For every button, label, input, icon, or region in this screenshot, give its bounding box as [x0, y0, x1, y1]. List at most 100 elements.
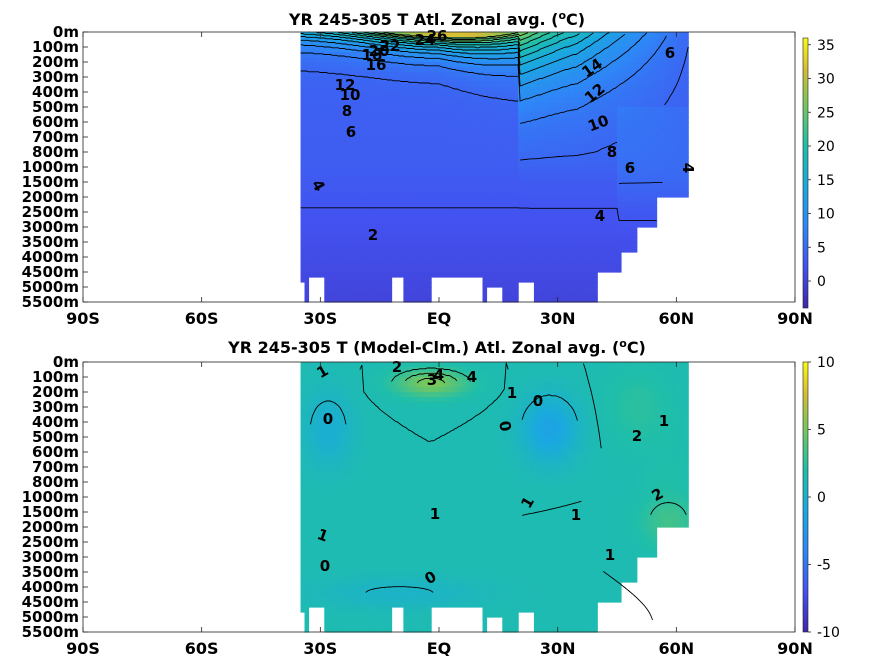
field-cell [332, 262, 337, 268]
field-cell [482, 242, 488, 248]
field-cell [636, 147, 642, 153]
field-cell [435, 262, 440, 268]
field-cell [328, 42, 333, 48]
field-cell [359, 297, 365, 303]
field-cell [490, 267, 495, 273]
field-cell [316, 77, 321, 83]
field-cell [549, 82, 555, 88]
field-cell [351, 112, 357, 118]
field-cell [348, 242, 353, 248]
field-cell [454, 252, 460, 258]
colorbar-tick-label: 15 [817, 173, 835, 189]
field-cell [348, 77, 353, 83]
field-cell [348, 202, 353, 208]
field-cell [644, 32, 650, 38]
field-cell [648, 57, 654, 63]
field-cell [581, 167, 586, 173]
field-cell [454, 247, 460, 253]
field-cell [541, 142, 547, 148]
field-cell [415, 167, 420, 173]
field-cell [407, 227, 412, 233]
field-cell [585, 197, 590, 203]
field-cell [522, 247, 527, 253]
field-cell [312, 197, 317, 203]
field-cell [336, 122, 341, 128]
field-cell [340, 192, 345, 198]
field-cell [395, 107, 401, 113]
field-cell [549, 52, 555, 58]
field-cell [379, 212, 385, 218]
field-cell [609, 167, 614, 173]
field-cell [375, 277, 381, 283]
field-cell [557, 257, 563, 263]
field-cell [526, 87, 531, 93]
field-cell [411, 227, 416, 233]
field-cell [344, 287, 349, 293]
field-cell [648, 32, 654, 38]
field-cell [668, 112, 673, 118]
field-cell [628, 77, 634, 83]
field-cell [506, 217, 511, 223]
field-cell [613, 197, 618, 203]
field-cell [545, 97, 551, 103]
field-cell [375, 187, 381, 193]
field-cell [498, 182, 503, 188]
field-cell [632, 117, 638, 123]
field-cell [482, 217, 488, 223]
field-cell [312, 132, 317, 138]
field-cell [348, 197, 353, 203]
field-cell [585, 202, 590, 208]
field-cell [395, 52, 401, 58]
field-cell [363, 42, 369, 48]
field-cell [340, 117, 345, 123]
field-cell [593, 77, 598, 83]
field-cell [593, 37, 598, 43]
field-cell [363, 62, 369, 68]
field-cell [478, 97, 484, 103]
field-cell [403, 162, 408, 168]
field-cell [522, 197, 527, 203]
field-cell [332, 152, 337, 158]
field-cell [585, 242, 590, 248]
field-cell [617, 147, 622, 153]
field-cell [672, 137, 677, 143]
field-cell [573, 222, 579, 228]
field-cell [652, 167, 658, 173]
field-cell [328, 37, 333, 43]
field-cell [427, 362, 432, 368]
field-cell [411, 172, 416, 178]
field-cell [640, 187, 646, 193]
field-cell [557, 222, 563, 228]
field-cell [359, 117, 365, 123]
field-cell [640, 72, 646, 78]
field-cell [676, 122, 681, 128]
field-cell [605, 232, 610, 238]
field-cell [348, 222, 353, 228]
field-cell [482, 82, 488, 88]
field-cell [423, 272, 428, 278]
field-cell [399, 207, 404, 213]
field-cell [676, 52, 681, 58]
field-cell [565, 107, 571, 113]
field-cell [344, 292, 349, 298]
field-cell [656, 47, 662, 53]
field-cell [411, 252, 416, 258]
field-cell [593, 247, 598, 253]
field-cell [474, 222, 480, 228]
field-cell [565, 277, 571, 283]
field-cell [320, 127, 325, 133]
field-cell [518, 112, 523, 118]
field-cell [439, 202, 444, 208]
field-cell [613, 112, 618, 118]
field-cell [423, 77, 428, 83]
field-cell [324, 107, 329, 113]
field-cell [355, 92, 361, 98]
field-cell [573, 172, 579, 178]
field-cell [399, 72, 404, 78]
field-cell [411, 92, 416, 98]
field-cell [577, 157, 582, 163]
field-cell [427, 97, 432, 103]
field-cell [601, 212, 606, 218]
field-cell [454, 162, 460, 168]
field-cell [304, 52, 310, 58]
